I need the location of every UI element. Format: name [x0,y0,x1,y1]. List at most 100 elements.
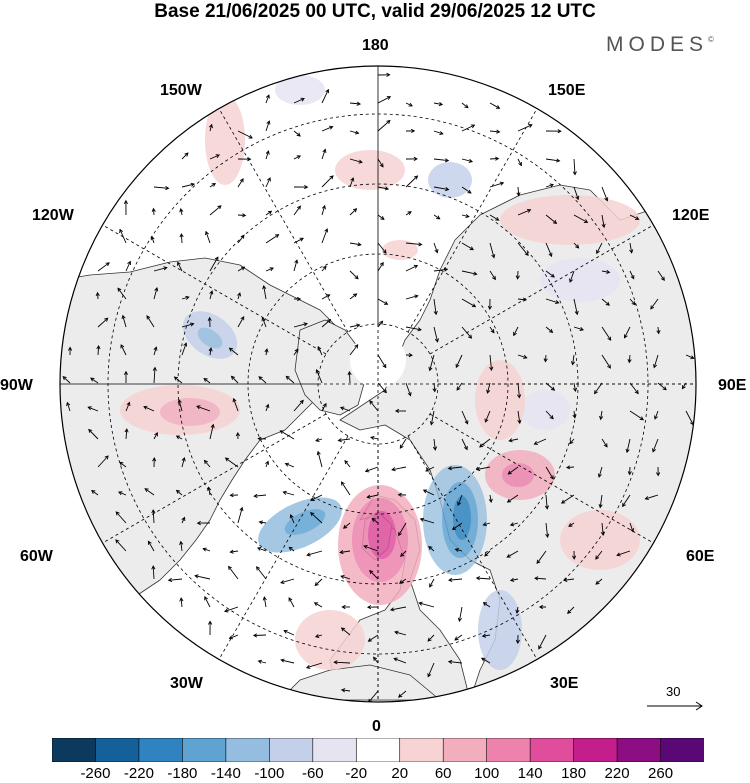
wind-arrow [153,186,169,189]
wind-arrow-head [194,574,199,579]
wind-arrow [209,124,213,132]
wind-arrow [405,211,412,216]
wind-arrow-head [555,300,560,305]
wind-arrow [377,262,384,272]
wind-arrow [259,521,267,524]
wind-arrow [657,326,660,334]
wind-arrow [594,382,603,394]
wind-arrow-head [224,457,230,462]
wind-arrow [209,290,213,300]
wind-vectors [62,72,695,702]
wind-arrow [265,267,274,272]
wind-arrow-head [482,522,487,527]
wind-arrow-head [545,533,550,539]
wind-arrow-head [379,320,384,325]
wind-arrow-head [153,346,158,351]
wind-arrow-head [340,574,345,579]
wind-arrow-head [595,555,600,560]
wind-arrow-head [190,322,195,327]
wind-arrow [178,399,183,412]
wind-arrow [622,494,631,507]
wind-arrow [461,124,475,132]
wind-arrow-head [229,493,234,498]
wind-arrow-head [443,267,449,272]
colorbar-swatch [355,738,401,762]
wind-arrow [377,320,383,328]
wind-arrow [231,375,239,384]
colorbar-tick-label: 140 [517,765,543,782]
wind-arrow [489,130,500,133]
wind-arrow [180,541,183,552]
wind-arrow-head [235,431,240,437]
colorbar-tick-label: 60 [434,765,452,782]
wind-arrow [645,494,659,500]
wind-arrow-head [215,154,221,158]
wind-arrow [90,377,99,384]
wind-arrow [538,634,547,650]
wind-arrow [405,265,418,272]
wind-arrow-head [595,580,600,585]
wind-arrow-head [229,549,234,554]
wind-arrow-head [419,517,425,522]
wind-arrow [117,288,127,300]
wind-arrow-head [179,233,184,238]
wind-arrow [363,545,379,552]
wind-arrow [315,438,323,442]
wind-arrow-head [104,455,109,460]
wind-arrow [168,578,183,581]
wind-arrow-head [470,124,476,129]
wind-arrow [561,494,575,504]
wind-arrow-head [232,397,237,403]
wind-arrow [263,597,267,608]
wind-arrow [341,481,351,496]
wind-arrow [280,430,295,440]
wind-arrow-head [538,604,544,610]
wind-arrow-head [444,158,450,163]
wind-arrow [517,124,533,132]
wind-arrow-head [656,472,661,477]
wind-arrow [97,262,110,272]
wind-arrow [306,662,323,669]
wind-arrow [629,410,644,421]
wind-arrow [509,438,519,442]
wind-arrow [545,326,553,333]
wind-arrow-head [228,565,232,570]
wind-arrow-head [356,323,361,328]
wind-arrow-head [179,540,184,545]
wind-arrow [280,578,295,584]
wind-arrow-head [570,361,576,366]
wind-arrow-head [475,576,481,581]
wind-arrow-head [418,601,423,606]
wind-arrow [508,466,519,475]
wind-arrow-head [515,609,520,614]
wind-arrow [573,382,576,392]
wind-arrow [433,186,449,191]
wind-arrow-head [258,520,263,525]
wind-arrow [153,432,158,440]
wind-arrow [544,354,547,362]
wind-arrow [461,102,469,109]
wind-arrow [377,298,388,305]
meridian-line [102,224,327,355]
wind-arrow [97,345,100,356]
wind-arrow [685,354,694,359]
wind-arrow-head [88,428,93,433]
wind-arrow [340,575,351,580]
wind-arrow-head [399,580,404,584]
wind-arrow [314,602,323,608]
wind-arrow [448,661,463,664]
wind-arrow [152,509,155,524]
wind-arrow [489,182,504,188]
wind-arrow-head [310,512,315,517]
wind-arrow-head [181,516,186,522]
wind-arrow-head [207,316,212,321]
wind-arrow-head [303,322,308,327]
wind-arrow [433,268,448,272]
wind-arrow [601,354,611,369]
wind-arrow [392,466,407,471]
wind-arrow-head [382,249,387,254]
wind-arrow [455,354,463,368]
wind-arrow [563,578,575,581]
wind-arrow-head [211,182,216,187]
wind-arrow [629,214,639,220]
